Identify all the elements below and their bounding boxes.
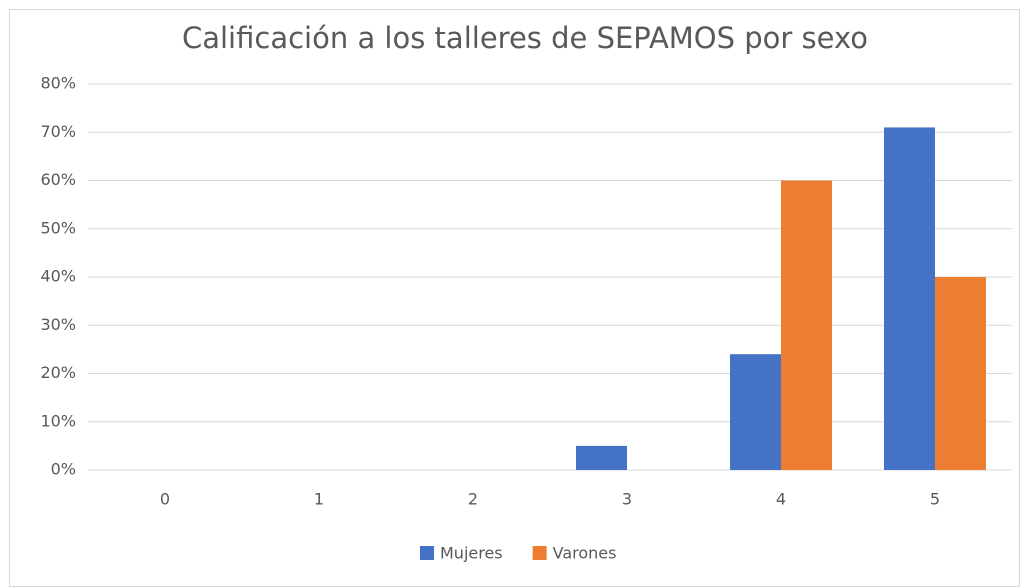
- legend-swatch: [420, 546, 434, 560]
- y-tick-label: 20%: [40, 363, 76, 382]
- y-tick-label: 0%: [51, 460, 76, 479]
- y-tick-label: 30%: [40, 315, 76, 334]
- y-tick-label: 60%: [40, 170, 76, 189]
- legend-label: Mujeres: [440, 544, 503, 563]
- y-tick-label: 80%: [40, 74, 76, 93]
- chart-frame: [9, 9, 1020, 587]
- y-tick-label: 70%: [40, 122, 76, 141]
- x-tick-label: 4: [776, 490, 786, 509]
- legend-swatch: [532, 546, 547, 560]
- y-tick-label: 10%: [40, 411, 76, 430]
- bar: [884, 127, 935, 471]
- y-tick-label: 40%: [40, 267, 76, 286]
- x-tick-label: 3: [622, 490, 632, 509]
- bar: [576, 445, 627, 470]
- x-tick-label: 2: [468, 490, 478, 509]
- x-tick-label: 5: [930, 490, 940, 509]
- bar: [781, 180, 832, 470]
- x-tick-label: 1: [314, 490, 324, 509]
- legend-label: Varones: [553, 544, 617, 563]
- bar: [935, 277, 986, 470]
- x-tick-label: 0: [160, 490, 170, 509]
- chart-title: Calificación a los talleres de SEPAMOS p…: [182, 21, 868, 55]
- bar: [730, 354, 781, 470]
- y-tick-label: 50%: [40, 218, 76, 237]
